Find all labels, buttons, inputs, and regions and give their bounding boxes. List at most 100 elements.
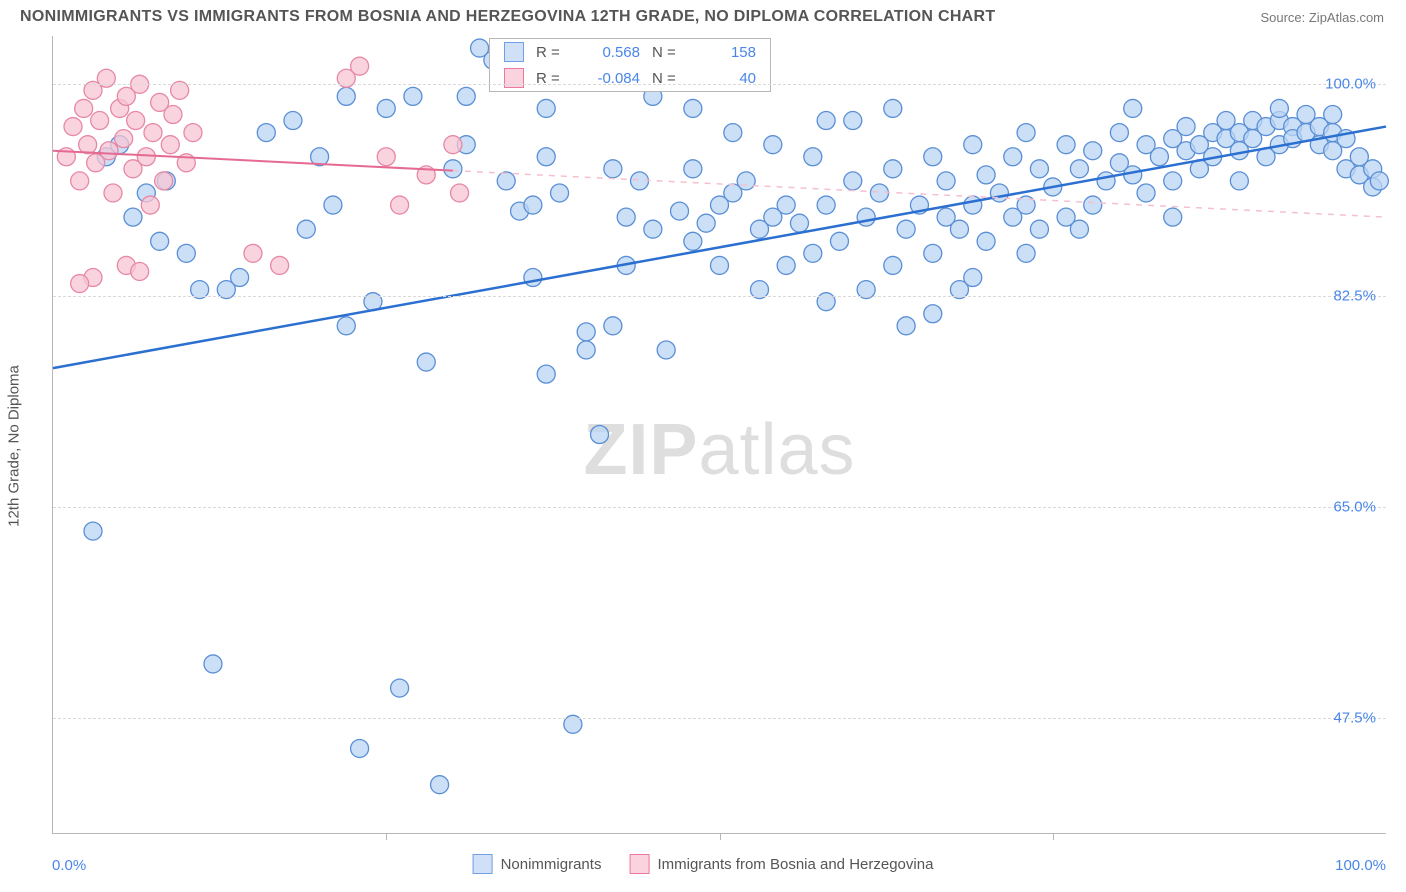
blue-point [684,232,702,250]
blue-point [577,323,595,341]
blue-point [1110,124,1128,142]
blue-point [684,99,702,117]
y-tick-label: 65.0% [1333,498,1376,515]
gridline-h [53,84,1386,85]
pink-point [444,136,462,154]
blue-point [990,184,1008,202]
y-axis-title: 12th Grade, No Diploma [6,365,23,527]
blue-point [897,220,915,238]
blue-point [337,87,355,105]
pink-point [79,136,97,154]
y-tick-label: 47.5% [1333,710,1376,727]
pink-point [104,184,122,202]
blue-point [1370,172,1388,190]
blue-point [524,269,542,287]
x-tick [1053,833,1054,840]
blue-point [830,232,848,250]
y-tick-label: 82.5% [1333,287,1376,304]
pink-point [71,275,89,293]
blue-point [457,87,475,105]
blue-point [724,124,742,142]
blue-point [391,679,409,697]
blue-point [1004,148,1022,166]
blue-point [1150,148,1168,166]
blue-point [844,172,862,190]
blue-point [537,99,555,117]
n-label: N = [652,44,682,61]
blue-point [1097,172,1115,190]
pink-point [127,112,145,130]
pink-point [351,57,369,75]
chart-title: NONIMMIGRANTS VS IMMIGRANTS FROM BOSNIA … [20,8,995,26]
blue-point [790,214,808,232]
blue-point [1124,166,1142,184]
blue-point [1017,244,1035,262]
blue-point [84,522,102,540]
blue-point [431,776,449,794]
chart-svg [53,36,1386,833]
blue-point [604,317,622,335]
gridline-h [53,718,1386,719]
blue-point [1057,136,1075,154]
blue-point [937,172,955,190]
blue-point [551,184,569,202]
pink-point [131,262,149,280]
blue-point [644,220,662,238]
legend-label: Nonimmigrants [501,856,602,873]
x-tick [386,833,387,840]
gridline-h [53,507,1386,508]
pink-point [141,196,159,214]
pink-point [244,244,262,262]
pink-point [377,148,395,166]
blue-point [657,341,675,359]
source-label: Source: ZipAtlas.com [1260,10,1384,25]
blue-point [1084,196,1102,214]
blue-point [857,208,875,226]
blue-point [617,208,635,226]
blue-point [204,655,222,673]
blue-point [884,99,902,117]
gridline-h [53,296,1386,297]
y-tick-label: 100.0% [1325,76,1376,93]
blue-point [1017,124,1035,142]
blue-point [897,317,915,335]
blue-point [1124,99,1142,117]
blue-point [684,160,702,178]
legend-item: Nonimmigrants [473,854,602,874]
legend-swatch [504,42,524,62]
blue-point [444,160,462,178]
blue-point [924,148,942,166]
blue-point [604,160,622,178]
blue-point [1177,118,1195,136]
series-legend: NonimmigrantsImmigrants from Bosnia and … [473,854,934,874]
blue-point [417,353,435,371]
pink-point [91,112,109,130]
blue-point [1030,220,1048,238]
blue-point [351,739,369,757]
blue-point [1137,184,1155,202]
x-tick [720,833,721,840]
blue-point [964,136,982,154]
x-axis-min-label: 0.0% [52,857,86,874]
blue-point [1030,160,1048,178]
blue-point [924,244,942,262]
blue-point [777,256,795,274]
pink-point [71,172,89,190]
pink-point [164,105,182,123]
blue-point [964,196,982,214]
x-axis-max-label: 100.0% [1335,857,1386,874]
pink-point [144,124,162,142]
blue-point [671,202,689,220]
blue-point [297,220,315,238]
pink-point [137,148,155,166]
r-label: R = [536,44,566,61]
blue-point [537,148,555,166]
blue-point [1164,208,1182,226]
blue-point [257,124,275,142]
legend-swatch [629,854,649,874]
blue-point [950,220,968,238]
blue-point [1084,142,1102,160]
blue-point [124,208,142,226]
blue-point [924,305,942,323]
pink-point [64,118,82,136]
